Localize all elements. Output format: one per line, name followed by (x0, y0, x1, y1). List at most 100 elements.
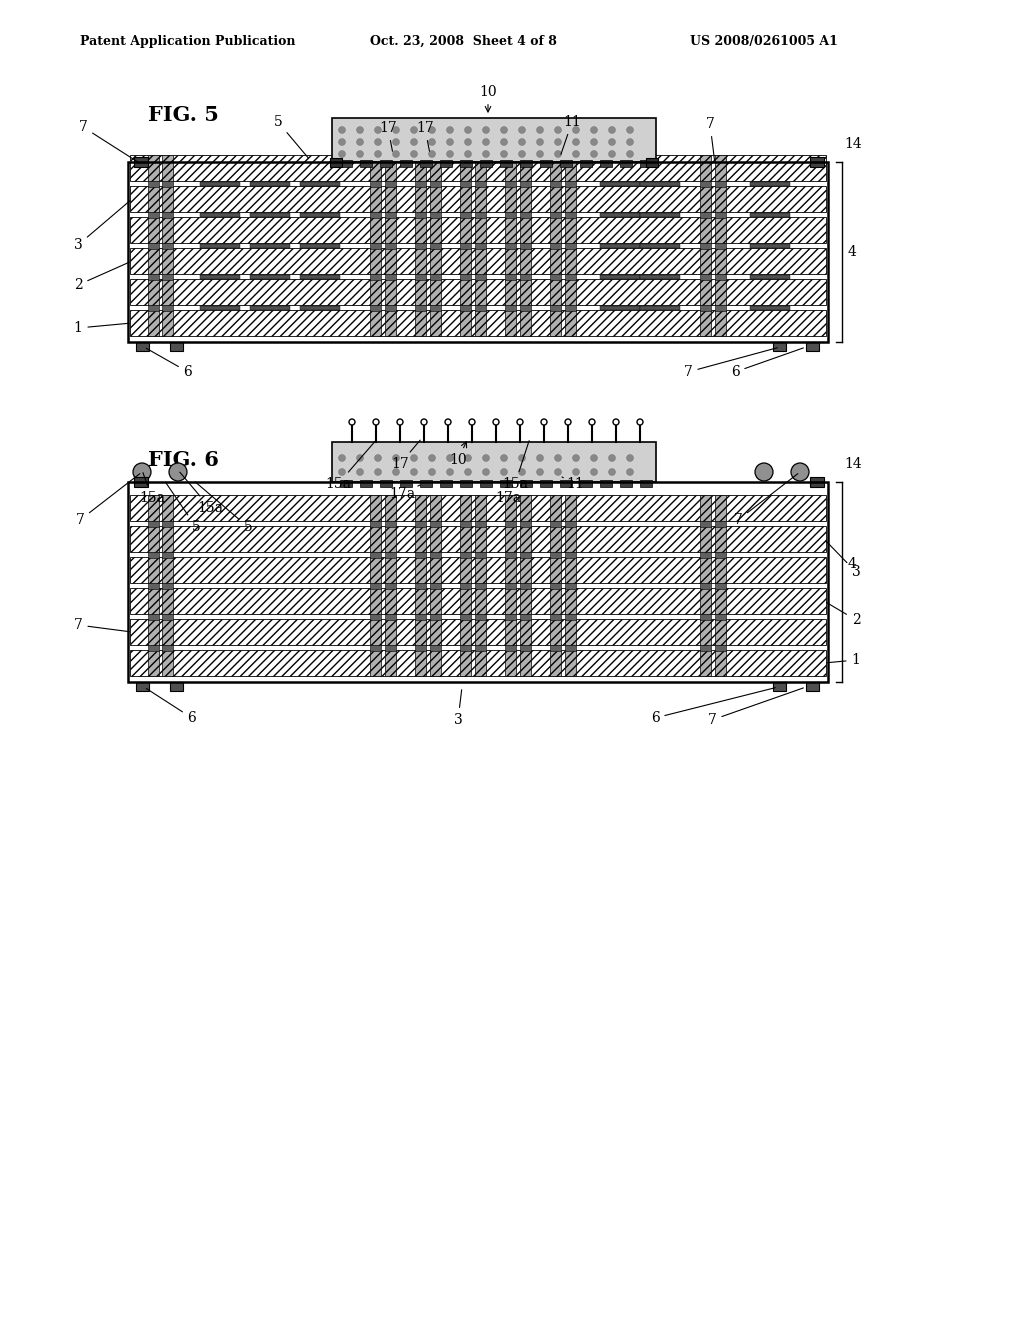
Bar (520, 248, 531, 275)
Bar (415, 154, 426, 181)
Bar (700, 310, 711, 337)
Text: 4: 4 (848, 246, 857, 259)
Bar (460, 644, 471, 651)
Bar (565, 216, 575, 243)
Circle shape (627, 454, 634, 462)
Circle shape (375, 150, 382, 157)
Bar (505, 211, 516, 218)
Bar (715, 273, 726, 280)
Bar (340, 160, 352, 168)
Bar (370, 273, 381, 280)
Circle shape (465, 139, 471, 145)
Bar (130, 587, 826, 614)
Text: 17: 17 (379, 121, 397, 152)
Bar (565, 304, 575, 312)
Bar (700, 495, 711, 521)
Text: 5: 5 (196, 482, 252, 535)
Circle shape (411, 150, 418, 157)
Bar (430, 216, 441, 243)
Circle shape (608, 469, 615, 475)
Bar (415, 279, 426, 305)
Circle shape (169, 463, 187, 480)
Bar (600, 480, 612, 487)
Bar (430, 649, 441, 676)
Bar (750, 182, 790, 186)
Circle shape (392, 454, 399, 462)
Circle shape (349, 418, 355, 425)
Circle shape (627, 469, 634, 475)
Bar (806, 342, 819, 351)
Bar (773, 342, 786, 351)
Bar (162, 248, 173, 275)
Bar (550, 587, 561, 614)
Bar (148, 649, 159, 676)
Bar (415, 273, 426, 280)
Bar (550, 273, 561, 280)
Bar (715, 310, 726, 337)
Bar (715, 525, 726, 552)
Bar (550, 619, 561, 645)
Bar (640, 160, 652, 168)
Bar (415, 557, 426, 583)
Bar (565, 582, 575, 589)
Bar (700, 649, 711, 676)
Bar (300, 213, 340, 216)
Bar (640, 244, 680, 248)
Bar (415, 644, 426, 651)
Circle shape (339, 454, 345, 462)
Bar (565, 242, 575, 249)
Bar (415, 525, 426, 552)
Bar (550, 216, 561, 243)
Circle shape (555, 454, 561, 462)
Bar (415, 612, 426, 620)
Circle shape (446, 150, 454, 157)
Circle shape (518, 469, 525, 475)
Bar (170, 342, 183, 351)
Bar (148, 304, 159, 312)
Bar (565, 550, 575, 558)
Bar (475, 649, 486, 676)
Bar (130, 186, 826, 213)
Text: 11: 11 (561, 115, 581, 154)
Text: 7: 7 (684, 347, 777, 379)
Bar (550, 242, 561, 249)
Text: 10: 10 (479, 84, 497, 112)
Bar (162, 649, 173, 676)
Circle shape (518, 454, 525, 462)
Bar (148, 279, 159, 305)
Bar (550, 644, 561, 651)
Bar (460, 279, 471, 305)
Bar (600, 244, 640, 248)
Circle shape (555, 469, 561, 475)
Circle shape (482, 150, 489, 157)
Bar (430, 154, 441, 181)
Circle shape (555, 150, 561, 157)
Bar (420, 480, 432, 487)
Bar (415, 520, 426, 527)
Bar (505, 649, 516, 676)
Bar (385, 242, 396, 249)
Bar (520, 582, 531, 589)
Bar (550, 186, 561, 213)
Circle shape (339, 469, 345, 475)
Circle shape (428, 469, 435, 475)
Bar (565, 186, 575, 213)
Bar (550, 279, 561, 305)
Bar (505, 582, 516, 589)
Circle shape (411, 454, 418, 462)
Bar (715, 216, 726, 243)
Bar (370, 154, 381, 181)
Bar (148, 520, 159, 527)
Bar (475, 525, 486, 552)
Bar (385, 180, 396, 187)
Bar (520, 310, 531, 337)
Bar (715, 242, 726, 249)
Bar (385, 649, 396, 676)
Bar (162, 520, 173, 527)
Bar (520, 644, 531, 651)
Circle shape (591, 150, 597, 157)
Circle shape (608, 454, 615, 462)
Bar (370, 550, 381, 558)
Circle shape (445, 418, 451, 425)
Bar (415, 619, 426, 645)
